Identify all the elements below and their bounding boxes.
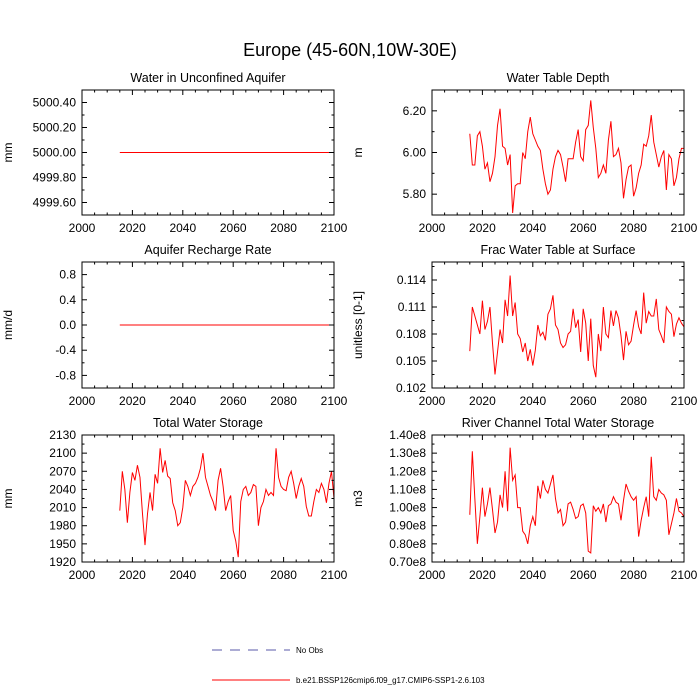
x-tick-label: 2040 [519, 394, 546, 408]
x-tick-label: 2020 [469, 568, 496, 582]
x-tick-label: 2040 [169, 221, 196, 235]
y-tick-label: 2100 [49, 446, 76, 460]
x-tick-label: 2100 [321, 221, 348, 235]
series-line [469, 275, 685, 378]
y-tick-label: 1.20e8 [389, 464, 426, 478]
y-tick-label: 0.108 [396, 327, 426, 341]
x-tick-label: 2040 [519, 221, 546, 235]
x-tick-label: 2060 [570, 394, 597, 408]
series-line [469, 447, 685, 554]
panels-container: Water in Unconfined Aquifer mm 2000 2020 204… [1, 71, 698, 582]
x-tick-label: 2080 [270, 568, 297, 582]
y-tick-label: 0.90e8 [389, 519, 426, 533]
y-tick-label: 6.20 [403, 104, 427, 118]
panel-title: Water in Unconfined Aquifer [130, 71, 285, 85]
y-tick-label: 1950 [49, 537, 76, 551]
y-axis-label: unitless [0-1] [351, 291, 365, 359]
y-tick-label: 2130 [49, 428, 76, 442]
y-tick-label: 2070 [49, 464, 76, 478]
figure-title: Europe (45-60N,10W-30E) [243, 40, 457, 60]
x-tick-label: 2100 [671, 568, 698, 582]
y-tick-label: 5000.00 [33, 146, 77, 160]
y-tick-label: 2010 [49, 501, 76, 515]
y-tick-label: 0.80e8 [389, 537, 426, 551]
x-tick-label: 2100 [321, 394, 348, 408]
y-tick-label: 1.30e8 [389, 446, 426, 460]
x-tick-label: 2000 [69, 394, 96, 408]
x-tick-label: 2040 [169, 568, 196, 582]
series-line [119, 448, 335, 558]
y-tick-label: 0.8 [59, 268, 76, 282]
x-tick-label: 2020 [119, 568, 146, 582]
y-tick-label: 0.105 [396, 354, 426, 368]
panel-title: Aquifer Recharge Rate [144, 243, 271, 257]
x-tick-label: 2080 [620, 568, 647, 582]
panel-title: Total Water Storage [153, 416, 263, 430]
x-tick-label: 2060 [220, 221, 247, 235]
x-tick-label: 2000 [419, 394, 446, 408]
x-tick-label: 2040 [169, 394, 196, 408]
y-tick-label: -0.8 [55, 368, 76, 382]
x-tick-label: 2100 [321, 568, 348, 582]
x-tick-label: 2080 [620, 394, 647, 408]
x-tick-label: 2000 [69, 221, 96, 235]
panel-river-channel-total-water-storage: River Channel Total Water Storage m3 2000 2… [351, 416, 698, 582]
y-tick-label: 5000.40 [33, 96, 77, 110]
legend: No Obs b.e21.BSSP126cmip6.f09_g17.CMIP6-… [212, 646, 485, 685]
y-tick-label: 2040 [49, 482, 76, 496]
y-tick-label: 0.102 [396, 381, 426, 395]
y-tick-label: 0.70e8 [389, 555, 426, 569]
x-tick-label: 2080 [270, 221, 297, 235]
y-tick-label: 5.80 [403, 187, 427, 201]
y-axis-label: mm [1, 489, 15, 509]
y-tick-label: 0.4 [59, 293, 76, 307]
x-tick-label: 2100 [671, 394, 698, 408]
panel-title: River Channel Total Water Storage [462, 416, 655, 430]
x-tick-label: 2080 [270, 394, 297, 408]
x-tick-label: 2020 [469, 394, 496, 408]
y-tick-label: 1920 [49, 555, 76, 569]
x-tick-label: 2040 [519, 568, 546, 582]
panel-frac-water-table-at-surface: Frac Water Table at Surface unitless [0-1… [351, 243, 698, 408]
x-tick-label: 2100 [671, 221, 698, 235]
legend-label-no-obs: No Obs [296, 646, 323, 655]
y-axis-label: m [351, 148, 365, 158]
x-tick-label: 2060 [220, 568, 247, 582]
y-tick-label: 4999.60 [33, 196, 77, 210]
x-tick-label: 2020 [119, 394, 146, 408]
y-tick-label: 5000.20 [33, 121, 77, 135]
legend-label-model-run: b.e21.BSSP126cmip6.f09_g17.CMIP6-SSP1-2.… [296, 676, 485, 685]
y-axis-label: mm/d [1, 310, 15, 340]
y-tick-label: 1.40e8 [389, 428, 426, 442]
x-tick-label: 2060 [570, 221, 597, 235]
panel-title: Water Table Depth [507, 71, 610, 85]
y-tick-label: 0.111 [398, 300, 427, 314]
y-tick-label: 6.00 [403, 146, 427, 160]
y-tick-label: -0.4 [55, 343, 76, 357]
y-tick-label: 1980 [49, 519, 76, 533]
panel-title: Frac Water Table at Surface [481, 243, 636, 257]
y-tick-label: 1.10e8 [389, 482, 426, 496]
y-tick-label: 0.114 [397, 273, 426, 287]
y-axis-label: m3 [351, 490, 365, 507]
x-tick-label: 2020 [469, 221, 496, 235]
x-tick-label: 2080 [620, 221, 647, 235]
panel-water-table-depth: Water Table Depth m 2000 2020 2040 2060 2080 21… [351, 71, 698, 235]
y-tick-label: 0.0 [59, 318, 76, 332]
x-tick-label: 2000 [69, 568, 96, 582]
panel-water-in-unconfined-aquifer: Water in Unconfined Aquifer mm 2000 2020 204… [1, 71, 348, 235]
x-tick-label: 2020 [119, 221, 146, 235]
x-tick-label: 2060 [220, 394, 247, 408]
series-line [469, 100, 684, 213]
x-tick-label: 2000 [419, 221, 446, 235]
y-tick-label: 1.00e8 [389, 501, 426, 515]
x-tick-label: 2000 [419, 568, 446, 582]
panel-aquifer-recharge-rate: Aquifer Recharge Rate mm/d 2000 2020 2040 206… [1, 243, 348, 408]
panel-total-water-storage: Total Water Storage mm 2000 2020 2040 2060 208… [1, 416, 348, 582]
y-axis-label: mm [1, 143, 15, 163]
y-tick-label: 4999.80 [33, 171, 77, 185]
x-tick-label: 2060 [570, 568, 597, 582]
